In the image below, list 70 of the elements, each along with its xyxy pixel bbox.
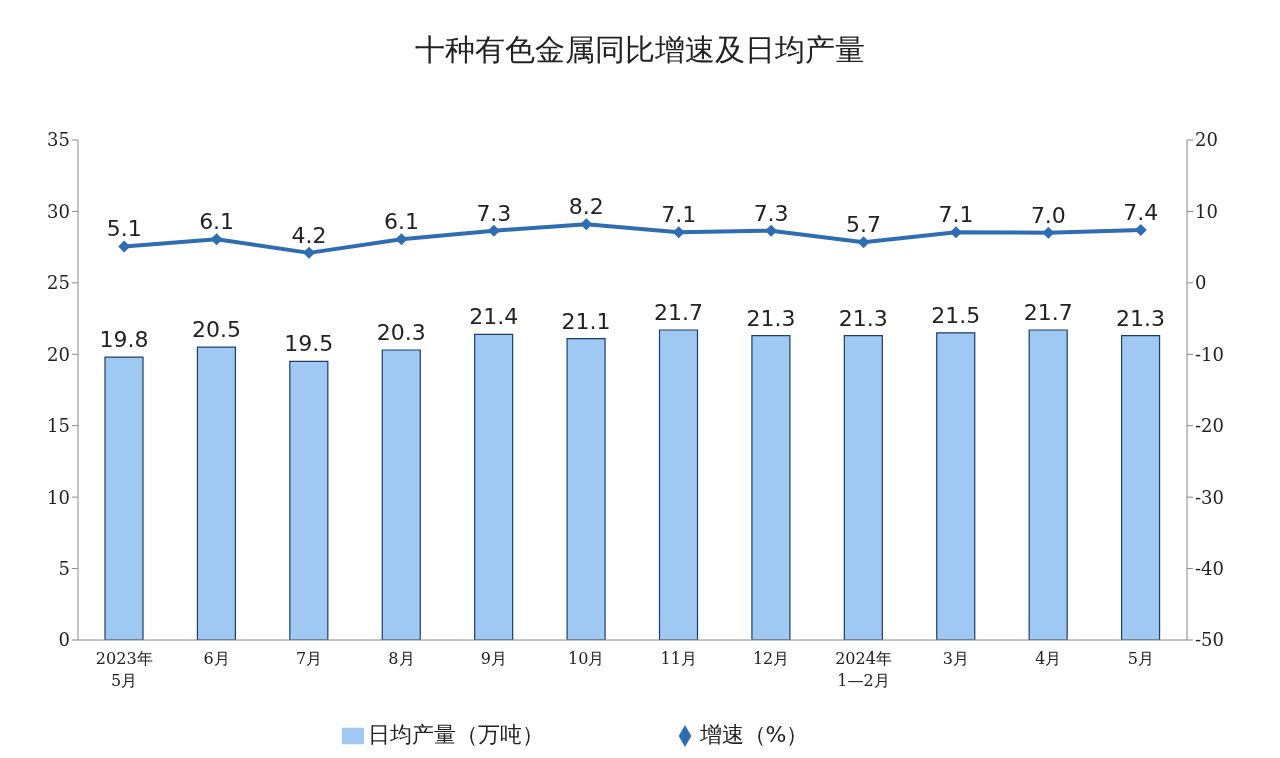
data-label: 6.1 [199,209,235,235]
bar [196,346,237,640]
bar [751,335,791,640]
y2-tick-label: -50 [1195,629,1224,651]
data-label: 21.5 [931,302,981,328]
x-tick-label: 8月 [388,649,415,668]
x-tick-label: 11月 [660,649,697,668]
y2-tick-label: 20 [1195,129,1218,151]
x-tick-label: 3月 [942,649,970,668]
bar [1120,335,1161,640]
data-label: 21.3 [1116,305,1166,331]
bar [658,329,699,640]
data-label: 7.1 [938,202,974,228]
data-label: 21.7 [1023,300,1073,325]
bar [381,349,421,640]
data-label: 4.2 [291,222,327,248]
data-label: 7.4 [1123,200,1159,225]
point [857,236,870,249]
data-label: 8.2 [568,194,604,220]
y2-tick-label: -10 [1195,343,1224,365]
bar [104,356,144,640]
y-tick-label: 35 [47,129,70,151]
bar [289,360,329,640]
data-label: 20.3 [376,320,426,345]
data-label: 7.0 [1030,202,1066,228]
data-label: 19.8 [99,327,149,353]
y2-tick-label: -40 [1195,557,1224,579]
point [765,224,778,237]
y-tick-label: 25 [47,272,70,294]
x-tick-label: 6月 [203,649,230,668]
x-tick-label: 10月 [568,649,605,668]
y-tick-label: 15 [47,415,70,437]
point [395,233,408,246]
x-tick-label: 2023年 5月 [95,649,153,690]
x-tick-label: 4月 [1035,649,1062,668]
x-tick-label: 5月 [1127,649,1154,668]
data-label: 7.1 [661,202,697,228]
bar [474,333,514,640]
data-label: 5.7 [846,212,882,238]
data-label: 5.1 [106,216,142,242]
bar [843,335,883,640]
y-tick-label: 0 [58,629,70,651]
y2-tick-label: 10 [1195,200,1218,222]
bar [1028,329,1068,640]
legend-label: 增速（%） [699,722,809,747]
bar [936,332,976,640]
data-label: 7.3 [476,200,512,226]
y-tick-label: 20 [47,343,70,365]
data-label: 21.1 [561,308,611,334]
legend-label: 日均产量（万吨） [367,722,544,747]
data-label: 21.4 [469,304,519,330]
data-label: 6.1 [383,209,419,235]
data-label: 7.3 [753,200,789,226]
data-label: 21.3 [838,305,888,331]
x-tick-label: 7月 [295,649,323,668]
y2-tick-label: 0 [1195,272,1207,294]
data-label: 20.5 [191,317,241,343]
x-tick-label: 9月 [480,649,507,668]
data-label: 21.7 [654,300,703,325]
y2-tick-label: -20 [1195,415,1224,437]
y-tick-label: 30 [47,200,70,222]
chart-title: 十种有色金属同比增速及日均产量 [414,31,866,69]
x-tick-label: 2024年 1—2月 [835,649,892,690]
y-tick-label: 5 [58,557,70,579]
y2-tick-label: -30 [1195,486,1224,508]
data-label: 19.5 [284,331,334,357]
bar [566,337,606,640]
x-tick-label: 12月 [752,649,790,668]
y-tick-label: 10 [47,486,70,508]
data-label: 21.3 [746,305,796,331]
